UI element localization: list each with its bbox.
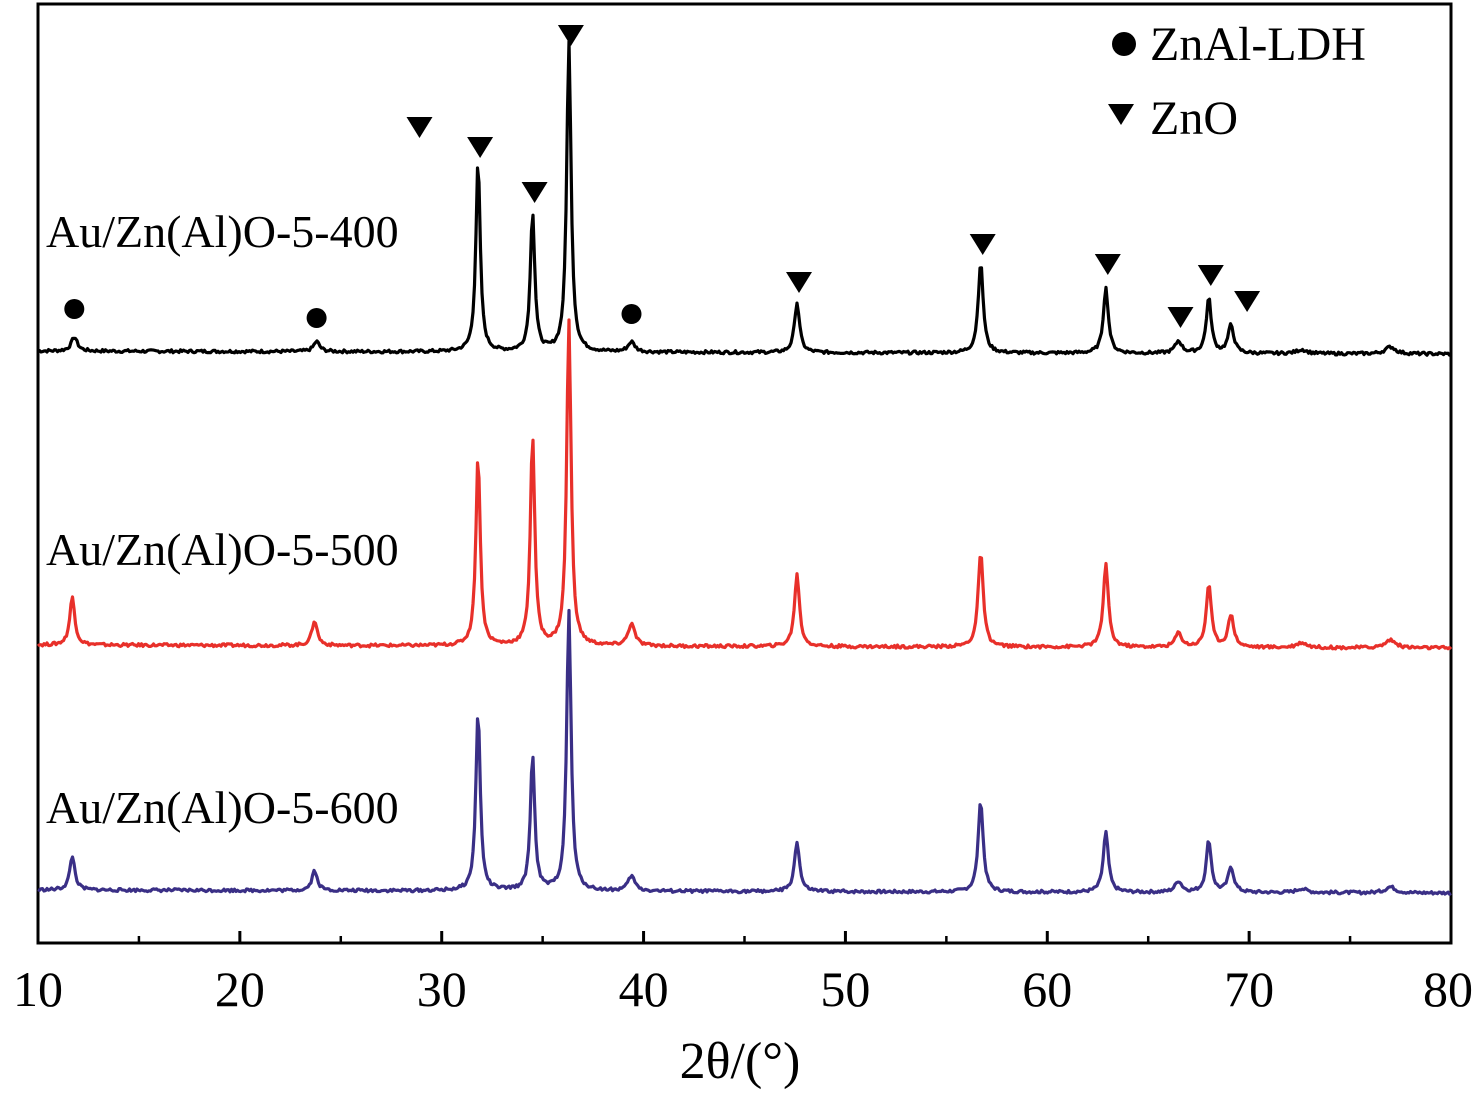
x-tick-label-20: 20 <box>215 961 265 1017</box>
x-axis-ticks: 10 20 30 40 50 60 70 80 <box>13 931 1473 1017</box>
zno-marker-triangle-icon <box>1234 291 1261 312</box>
x-axis-label: 2θ/(°) <box>680 1033 801 1090</box>
ldh-marker-circle-icon <box>306 308 327 328</box>
x-tick-label-30: 30 <box>417 961 467 1017</box>
zno-marker-triangle-icon <box>557 25 584 46</box>
x-tick-label-50: 50 <box>820 961 870 1017</box>
x-tick-label-40: 40 <box>619 961 669 1017</box>
series-label-2: Au/Zn(Al)O-5-600 <box>46 782 399 833</box>
legend-label-0: ZnAl-LDH <box>1150 18 1366 71</box>
legend-label-1: ZnO <box>1150 92 1238 145</box>
phase-markers-layer <box>64 25 1261 328</box>
zno-marker-triangle-icon <box>786 272 812 293</box>
legend-circle-icon <box>1112 32 1136 56</box>
traces-layer <box>36 39 1453 896</box>
zno-marker-triangle-icon <box>521 182 548 203</box>
series-label-1: Au/Zn(Al)O-5-500 <box>46 524 399 575</box>
x-tick-label-70: 70 <box>1224 961 1274 1017</box>
series-line-0 <box>37 39 1453 357</box>
series-line-2 <box>37 608 1452 896</box>
zno-marker-triangle-icon <box>406 117 433 138</box>
series-label-0: Au/Zn(Al)O-5-400 <box>46 206 399 257</box>
zno-marker-triangle-icon <box>1197 265 1224 286</box>
zno-marker-triangle-icon <box>1167 307 1194 328</box>
series-labels: Au/Zn(Al)O-5-400 Au/Zn(Al)O-5-500 Au/Zn(Al… <box>46 206 399 833</box>
x-tick-label-10: 10 <box>13 961 63 1017</box>
ldh-marker-circle-icon <box>621 304 642 324</box>
legend: ZnAl-LDH ZnO <box>1108 18 1366 145</box>
zno-marker-triangle-icon <box>969 234 996 255</box>
zno-marker-triangle-icon <box>467 137 494 158</box>
ldh-marker-circle-icon <box>64 299 85 319</box>
x-tick-label-80: 80 <box>1423 961 1473 1017</box>
series-line-1 <box>36 318 1453 651</box>
x-tick-label-60: 60 <box>1022 961 1072 1017</box>
legend-triangle-icon <box>1108 104 1134 125</box>
zno-marker-triangle-icon <box>1094 254 1121 275</box>
